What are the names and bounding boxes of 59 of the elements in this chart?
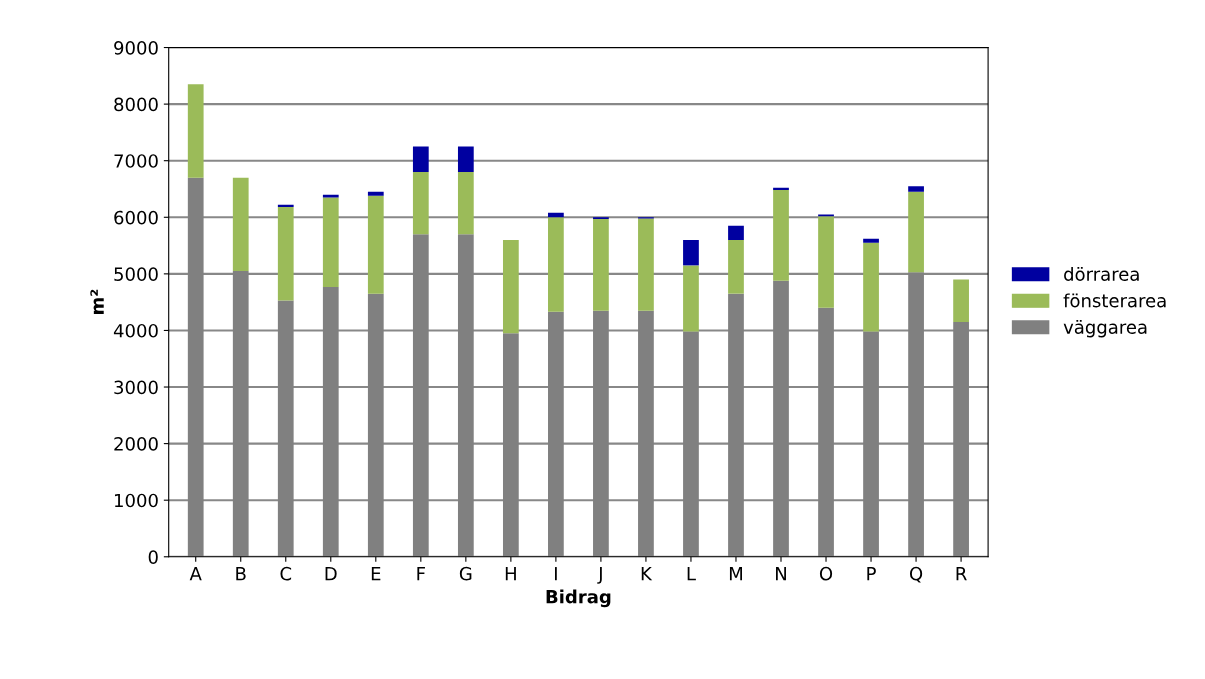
bar	[683, 265, 699, 332]
bar	[232, 177, 249, 272]
bar	[412, 146, 429, 173]
bar	[277, 207, 294, 301]
y-tick-label: 3000	[114, 380, 158, 395]
y-tick-label: 6000	[114, 210, 158, 225]
x-tick-label: O	[819, 566, 833, 581]
bar	[863, 242, 879, 332]
bar	[367, 191, 384, 196]
x-tick-label: P	[867, 567, 876, 581]
x-tick-label: K	[641, 567, 653, 581]
legend-label: dörrarea	[1064, 266, 1139, 281]
y-tick-label: 4000	[113, 323, 158, 338]
y-tick-label: 0	[148, 550, 158, 564]
x-tick-label: G	[459, 566, 472, 581]
y-tick-label: 9000	[114, 40, 158, 55]
bar	[502, 239, 519, 334]
x-tick-label: M	[729, 567, 742, 581]
bar	[773, 190, 789, 281]
x-tick-label: D	[325, 567, 337, 581]
x-tick-label: H	[505, 567, 516, 581]
x-tick-label: C	[280, 566, 292, 581]
bar	[412, 172, 429, 235]
bar	[457, 146, 474, 173]
y-tick-label: 2000	[114, 437, 158, 451]
bar	[818, 216, 834, 308]
bar	[728, 239, 744, 294]
x-tick-label: R	[956, 567, 967, 581]
bar	[322, 197, 339, 287]
y-tick-label: 1000	[115, 493, 158, 508]
bar	[728, 225, 744, 240]
bar	[638, 218, 654, 311]
bar	[953, 279, 969, 322]
x-tick-label: J	[597, 567, 602, 584]
y-tick-label: 8000	[114, 97, 158, 112]
bar	[908, 191, 924, 273]
x-tick-label: A	[189, 567, 202, 581]
x-axis-title: Bidrag	[546, 589, 611, 608]
bar	[863, 238, 879, 243]
y-tick-label: 5000	[114, 267, 158, 281]
x-tick-label: E	[371, 567, 381, 581]
bar	[457, 172, 474, 235]
x-tick-label: Q	[909, 566, 923, 583]
x-tick-label: F	[417, 567, 425, 581]
bar	[593, 218, 609, 311]
x-tick-label: L	[687, 567, 696, 581]
y-axis-title: m²	[90, 289, 104, 315]
bar	[683, 239, 699, 266]
legend-label: fönsterarea	[1063, 293, 1166, 308]
legend-label: väggarea	[1063, 319, 1147, 338]
y-tick-label: 7000	[114, 154, 158, 168]
x-tick-label: N	[776, 567, 786, 581]
bar	[548, 217, 564, 312]
bar	[367, 195, 384, 294]
bar	[548, 212, 564, 218]
bar	[187, 84, 204, 178]
bar	[908, 186, 924, 192]
x-tick-label: I	[555, 567, 557, 581]
x-tick-label: B	[236, 567, 246, 581]
